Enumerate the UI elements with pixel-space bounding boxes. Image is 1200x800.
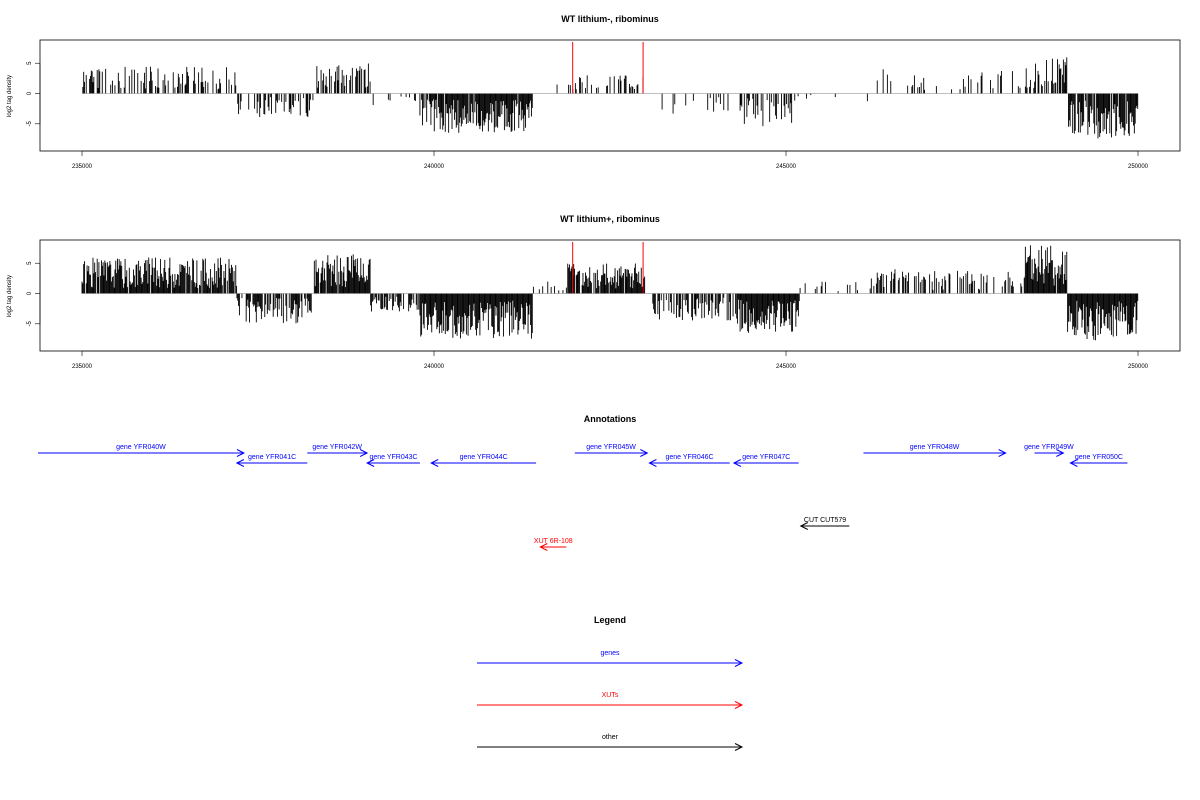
y-tick-label: -5 (27, 320, 33, 326)
legend-arrow-head (734, 701, 744, 709)
axes-layer: 235000 240000 245000 250000 -5 0 5 (27, 261, 1149, 370)
bar-layer (82, 42, 1139, 139)
track-panel-lithium-plus: WT lithium+, ribominus log2 tag density … (7, 214, 1181, 370)
legend-items: genes XUTs other (477, 650, 744, 751)
feature-label: gene YFR046C (665, 454, 713, 461)
feature-label: gene YFR047C (742, 454, 790, 461)
feature-cut-cut579: CUT CUT579 (799, 517, 850, 530)
feature-label: gene YFR049W (1024, 444, 1074, 451)
feature-arrow-head (640, 449, 649, 457)
y-tick-label: 0 (27, 91, 33, 95)
legend-arrow-head (734, 743, 744, 751)
feature-arrow-head (236, 449, 246, 457)
track-panel-lithium-minus: WT lithium-, ribominus log2 tag density … (7, 14, 1181, 170)
feature-arrow-head (366, 459, 375, 467)
feature-label: gene YFR048W (910, 444, 960, 451)
feature-label: gene YFR045W (586, 444, 636, 451)
legend-item-xut: XUTs (477, 692, 744, 709)
x-tick-label: 235000 (72, 364, 93, 370)
feature-arrow-head (359, 449, 369, 457)
feature-arrow-head (648, 459, 657, 467)
panel-title: WT lithium+, ribominus (560, 214, 660, 224)
feature-arrow-head (430, 459, 439, 467)
feature-arrow-head (235, 459, 245, 467)
feature-label: gene YFR044C (460, 454, 508, 461)
x-tick-label: 250000 (1128, 364, 1149, 370)
feature-label: gene YFR041C (248, 454, 296, 461)
y-tick-label: 0 (27, 291, 33, 295)
feature-arrow-head (539, 543, 548, 551)
x-tick-label: 240000 (424, 164, 445, 170)
feature-gene-yfr044c: gene YFR044C (430, 454, 537, 467)
feature-arrow-head (1056, 449, 1065, 457)
feature-gene-yfr045w: gene YFR045W (574, 444, 649, 457)
legend-label: other (602, 734, 619, 741)
x-tick-label: 245000 (776, 364, 797, 370)
feature-gene-yfr049w: gene YFR049W (1024, 444, 1074, 457)
feature-label: XUT 6R-108 (534, 538, 573, 545)
feature-xut-6r-108: XUT 6R-108 (534, 538, 573, 551)
x-tick-label: 250000 (1128, 164, 1149, 170)
feature-arrow-head (1069, 459, 1078, 467)
x-tick-label: 245000 (776, 164, 797, 170)
feature-arrow-head (799, 522, 809, 530)
feature-gene-yfr042w: gene YFR042W (307, 444, 369, 457)
legend-arrow-head (734, 659, 744, 667)
y-tick-label: -5 (27, 120, 33, 126)
feature-arrow-head (998, 449, 1007, 457)
legend-title: Legend (594, 615, 626, 625)
feature-label: gene YFR040W (116, 444, 166, 451)
feature-label: CUT CUT579 (804, 517, 846, 524)
x-tick-label: 240000 (424, 364, 445, 370)
feature-label: gene YFR050C (1075, 454, 1123, 461)
legend-item-other: other (477, 734, 744, 751)
legend-item-gene: genes (477, 650, 744, 667)
legend-panel: Legend genes XUTs other (477, 615, 744, 751)
feature-label: gene YFR042W (312, 444, 362, 451)
y-axis-label: log2 tag density (7, 275, 13, 317)
bar-layer (81, 242, 1139, 341)
feature-label: gene YFR043C (369, 454, 417, 461)
feature-gene-yfr046c: gene YFR046C (648, 454, 730, 467)
feature-layer: gene YFR040W gene YFR041C gene YFR042W gene… (38, 444, 1128, 551)
legend-label: genes (600, 650, 620, 657)
x-tick-label: 235000 (72, 164, 93, 170)
feature-gene-yfr040w: gene YFR040W (38, 444, 246, 457)
feature-gene-yfr047c: gene YFR047C (732, 454, 799, 467)
feature-gene-yfr050c: gene YFR050C (1069, 454, 1128, 467)
legend-label: XUTs (602, 692, 619, 699)
feature-gene-yfr048w: gene YFR048W (863, 444, 1007, 457)
plot-frame (39, 39, 1181, 152)
plot-frame (39, 239, 1181, 352)
panel-title: WT lithium-, ribominus (561, 14, 659, 24)
y-tick-label: 5 (27, 61, 33, 65)
y-tick-label: 5 (27, 261, 33, 265)
axes-layer: 235000 240000 245000 250000 -5 0 5 (27, 61, 1149, 170)
annotations-title: Annotations (584, 414, 637, 424)
y-axis-label: log2 tag density (7, 75, 13, 117)
feature-gene-yfr041c: gene YFR041C (235, 454, 308, 467)
feature-gene-yfr043c: gene YFR043C (366, 454, 420, 467)
feature-arrow-head (732, 459, 742, 467)
